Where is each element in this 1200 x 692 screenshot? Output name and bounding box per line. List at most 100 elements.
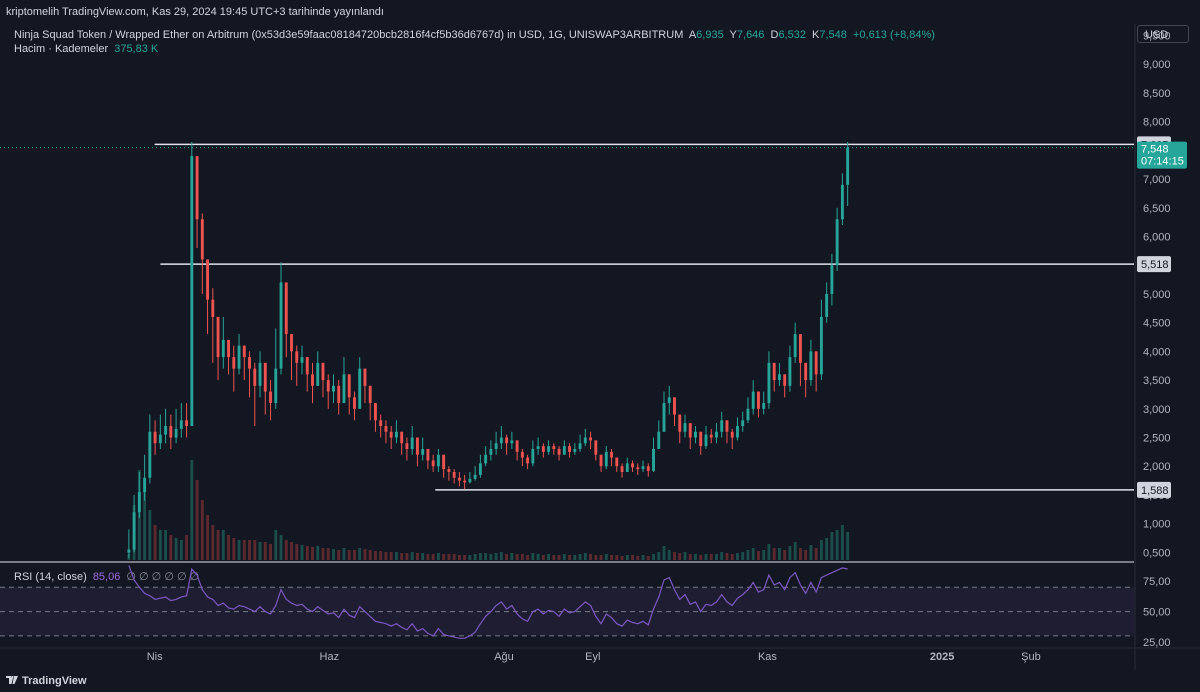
price-tick-label: 5,000 [1143,289,1171,301]
candle-body [447,469,451,472]
price-tick-label: 7,500 [1143,145,1171,157]
candle-body [316,362,320,386]
candle-body [615,457,619,467]
volume-bar [615,555,619,560]
price-tick-label: 3,000 [1143,404,1171,416]
rsi-legend: RSI (14, close) 85,06 ∅ ∅ ∅ ∅ ∅ ∅ [14,570,202,583]
volume-bar [489,554,493,560]
price-tick-label: 6,500 [1143,203,1171,215]
candle-body [809,351,813,381]
volume-bar [164,530,168,560]
candle-body [415,437,419,455]
volume-bar [694,554,697,560]
candle-body [736,426,739,438]
volume-bar [683,552,687,560]
volume-bar [300,545,304,560]
open-key: A [688,29,697,41]
volume-bar [353,550,356,560]
candle-body [798,334,802,363]
candle-body [536,446,540,450]
candle-body [762,403,766,409]
volume-bar [384,552,388,560]
candle-body [505,437,509,444]
volume-bar [478,553,482,560]
candle-body [232,357,236,369]
candle-body [840,184,844,220]
volume-bar [547,554,551,560]
volume-bar [720,552,724,560]
level-label: 1,588 [1141,485,1169,497]
candle-body [526,457,530,464]
high-value: 7,646 [736,29,765,41]
volume-bar [526,555,530,560]
volume-bar [143,490,147,560]
volume-label[interactable]: Hacim · Kademeler [14,43,109,55]
candle-body [830,265,834,294]
candle-body [342,374,346,404]
tradingview-logo: TradingView [6,675,87,687]
volume-bar [431,554,435,560]
candle-body [463,480,467,483]
volume-value: 375,83 K [114,43,159,55]
last-price-box [1137,141,1187,169]
volume-bar [468,555,472,560]
rsi-label[interactable]: RSI (14, close) [14,571,87,583]
volume-bar [751,548,755,560]
candle-body [489,449,493,455]
symbol-title[interactable]: Ninja Squad Token / Wrapped Ether on Arb… [14,29,684,41]
volume-bar [578,554,582,560]
volume-bar [646,556,650,560]
volume-bar [248,540,251,560]
last-price-label: 7,548 [1141,144,1169,156]
candle-body [652,449,655,471]
candle-body [620,466,624,472]
currency-button[interactable]: USD [1137,25,1189,43]
volume-bar [426,554,430,560]
candle-body [673,397,676,415]
candle-body [688,423,692,438]
candle-body [583,437,587,444]
candle-body [263,362,267,392]
volume-bar [132,505,136,560]
volume-bar [169,535,173,560]
rsi-value: 85,06 [92,571,121,583]
volume-bar [552,555,556,560]
candle-body [662,403,666,432]
candle-body [153,431,157,444]
volume-bar [227,535,230,560]
price-tick-label: 6,000 [1143,232,1171,244]
volume-legend: Hacim · Kademeler 375,83 K [14,43,161,55]
volume-bar [363,549,367,560]
candle-body [520,451,524,458]
volume-bar [137,470,141,560]
candle-body [311,374,314,386]
rsi-line [128,565,848,639]
candle-body [164,426,168,435]
candle-body [190,156,194,427]
volume-bar [767,544,771,560]
candle-body [295,351,299,363]
tradingview-logo-icon [6,675,18,684]
candle-body [484,454,488,464]
candle-body [374,403,377,421]
candle-body [746,408,750,421]
volume-bar [332,549,335,560]
volume-bar [594,555,598,560]
candle-body [825,293,829,317]
volume-bar [358,548,362,560]
open-value: 6,935 [696,29,724,41]
candle-body [715,431,718,438]
volume-bar [604,554,608,560]
candle-body [290,334,293,352]
footer-bar: TradingView [0,670,1200,692]
volume-bar [153,525,157,560]
candle-body [767,362,771,404]
volume-bar [484,553,488,560]
candle-body [741,420,745,427]
volume-bar [825,538,829,560]
time-tick-label: Haz [320,651,340,663]
rsi-tick-label: 50,00 [1143,607,1171,619]
volume-bar [200,500,204,560]
volume-bar [531,553,535,560]
